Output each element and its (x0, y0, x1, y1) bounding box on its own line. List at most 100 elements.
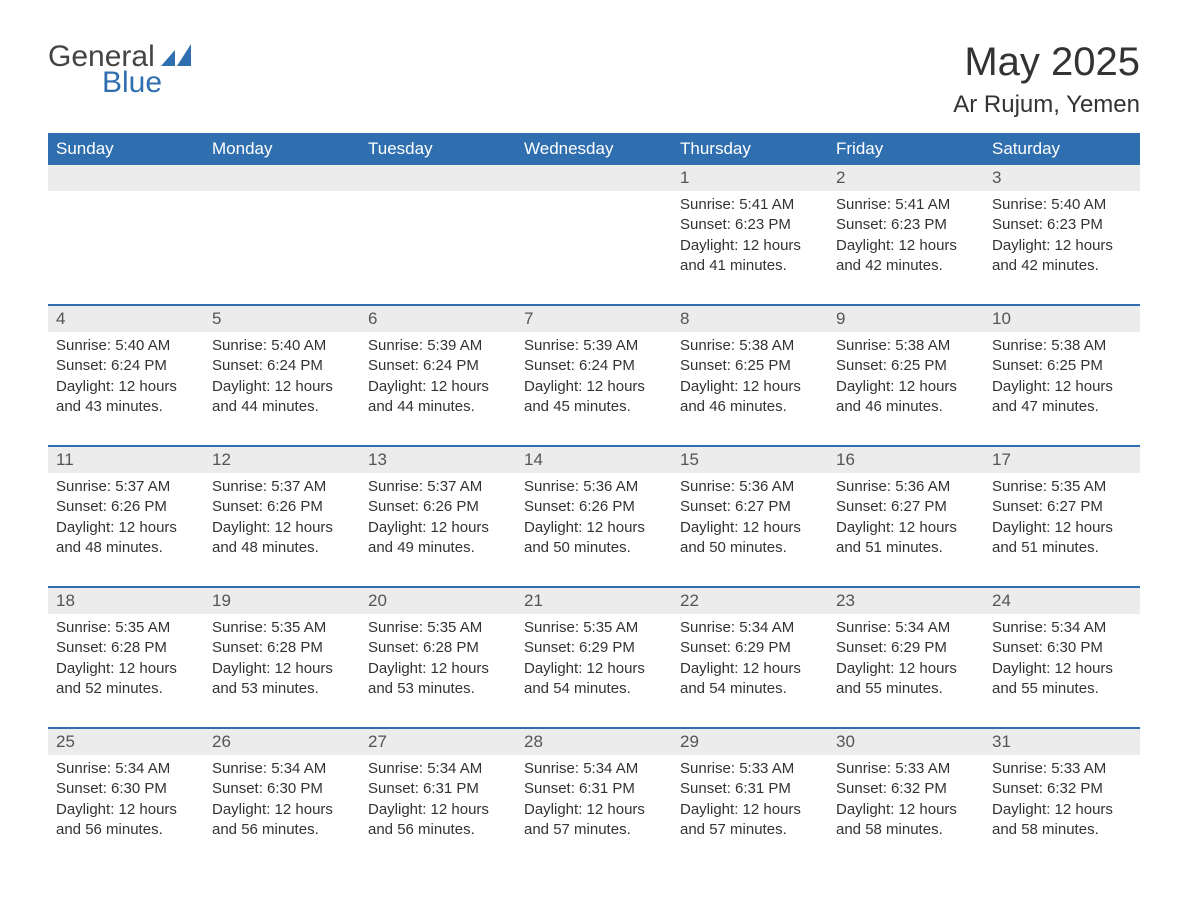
sunset-text: Sunset: 6:27 PM (992, 497, 1132, 517)
dayname-sunday: Sunday (48, 133, 204, 165)
daylight-text: Daylight: 12 hours and 42 minutes. (836, 236, 976, 277)
sunrise-text: Sunrise: 5:33 AM (992, 759, 1132, 779)
day-detail-cell: Sunrise: 5:33 AMSunset: 6:32 PMDaylight:… (984, 755, 1140, 850)
daylight-text: Daylight: 12 hours and 46 minutes. (680, 377, 820, 418)
day-detail-cell: Sunrise: 5:33 AMSunset: 6:31 PMDaylight:… (672, 755, 828, 850)
day-number-cell: 24 (984, 588, 1140, 614)
sunset-text: Sunset: 6:31 PM (524, 779, 664, 799)
daylight-text: Daylight: 12 hours and 57 minutes. (524, 800, 664, 841)
sunset-text: Sunset: 6:28 PM (56, 638, 196, 658)
sunrise-text: Sunrise: 5:34 AM (524, 759, 664, 779)
sunset-text: Sunset: 6:23 PM (992, 215, 1132, 235)
daylight-text: Daylight: 12 hours and 56 minutes. (56, 800, 196, 841)
day-detail-cell: Sunrise: 5:34 AMSunset: 6:31 PMDaylight:… (360, 755, 516, 850)
day-detail-cell: Sunrise: 5:40 AMSunset: 6:24 PMDaylight:… (48, 332, 204, 446)
sunrise-text: Sunrise: 5:40 AM (212, 336, 352, 356)
detail-row: Sunrise: 5:37 AMSunset: 6:26 PMDaylight:… (48, 473, 1140, 587)
logo: General Blue (48, 40, 191, 100)
sunset-text: Sunset: 6:25 PM (836, 356, 976, 376)
daynum-row: 45678910 (48, 306, 1140, 332)
sunrise-text: Sunrise: 5:34 AM (680, 618, 820, 638)
day-detail-cell (48, 191, 204, 305)
sunset-text: Sunset: 6:26 PM (524, 497, 664, 517)
day-number-cell: 19 (204, 588, 360, 614)
sunset-text: Sunset: 6:27 PM (836, 497, 976, 517)
sunrise-text: Sunrise: 5:34 AM (368, 759, 508, 779)
sunrise-text: Sunrise: 5:35 AM (212, 618, 352, 638)
daylight-text: Daylight: 12 hours and 51 minutes. (992, 518, 1132, 559)
day-detail-cell (204, 191, 360, 305)
day-number-cell: 17 (984, 447, 1140, 473)
sunset-text: Sunset: 6:24 PM (56, 356, 196, 376)
logo-sail-icon (161, 44, 191, 71)
day-detail-cell: Sunrise: 5:41 AMSunset: 6:23 PMDaylight:… (672, 191, 828, 305)
day-detail-cell: Sunrise: 5:35 AMSunset: 6:28 PMDaylight:… (360, 614, 516, 728)
sunset-text: Sunset: 6:26 PM (56, 497, 196, 517)
daylight-text: Daylight: 12 hours and 43 minutes. (56, 377, 196, 418)
day-number-cell: 10 (984, 306, 1140, 332)
day-number-cell: 13 (360, 447, 516, 473)
day-number-cell: 21 (516, 588, 672, 614)
daynum-row: 11121314151617 (48, 447, 1140, 473)
day-number-cell: 11 (48, 447, 204, 473)
daylight-text: Daylight: 12 hours and 58 minutes. (992, 800, 1132, 841)
day-number-cell: 3 (984, 165, 1140, 191)
daylight-text: Daylight: 12 hours and 44 minutes. (212, 377, 352, 418)
sunrise-text: Sunrise: 5:39 AM (368, 336, 508, 356)
daylight-text: Daylight: 12 hours and 54 minutes. (680, 659, 820, 700)
day-detail-cell: Sunrise: 5:40 AMSunset: 6:23 PMDaylight:… (984, 191, 1140, 305)
day-number-cell: 31 (984, 729, 1140, 755)
daylight-text: Daylight: 12 hours and 46 minutes. (836, 377, 976, 418)
daylight-text: Daylight: 12 hours and 45 minutes. (524, 377, 664, 418)
sunrise-text: Sunrise: 5:36 AM (680, 477, 820, 497)
dayname-saturday: Saturday (984, 133, 1140, 165)
title-block: May 2025 Ar Rujum, Yemen (953, 40, 1140, 119)
sunrise-text: Sunrise: 5:41 AM (836, 195, 976, 215)
day-detail-cell: Sunrise: 5:34 AMSunset: 6:31 PMDaylight:… (516, 755, 672, 850)
sunset-text: Sunset: 6:23 PM (836, 215, 976, 235)
detail-row: Sunrise: 5:40 AMSunset: 6:24 PMDaylight:… (48, 332, 1140, 446)
daylight-text: Daylight: 12 hours and 49 minutes. (368, 518, 508, 559)
sunrise-text: Sunrise: 5:35 AM (56, 618, 196, 638)
day-detail-cell: Sunrise: 5:35 AMSunset: 6:28 PMDaylight:… (48, 614, 204, 728)
sunset-text: Sunset: 6:32 PM (992, 779, 1132, 799)
day-detail-cell: Sunrise: 5:34 AMSunset: 6:29 PMDaylight:… (672, 614, 828, 728)
day-detail-cell: Sunrise: 5:34 AMSunset: 6:30 PMDaylight:… (984, 614, 1140, 728)
sunset-text: Sunset: 6:26 PM (212, 497, 352, 517)
sunrise-text: Sunrise: 5:33 AM (680, 759, 820, 779)
daylight-text: Daylight: 12 hours and 56 minutes. (368, 800, 508, 841)
daylight-text: Daylight: 12 hours and 51 minutes. (836, 518, 976, 559)
sunrise-text: Sunrise: 5:38 AM (836, 336, 976, 356)
sunrise-text: Sunrise: 5:34 AM (836, 618, 976, 638)
daylight-text: Daylight: 12 hours and 58 minutes. (836, 800, 976, 841)
calendar-header-row: Sunday Monday Tuesday Wednesday Thursday… (48, 133, 1140, 165)
day-detail-cell: Sunrise: 5:38 AMSunset: 6:25 PMDaylight:… (828, 332, 984, 446)
day-detail-cell: Sunrise: 5:36 AMSunset: 6:26 PMDaylight:… (516, 473, 672, 587)
day-number-cell: 23 (828, 588, 984, 614)
sunset-text: Sunset: 6:30 PM (212, 779, 352, 799)
day-number-cell: 30 (828, 729, 984, 755)
sunset-text: Sunset: 6:28 PM (212, 638, 352, 658)
day-number-cell: 4 (48, 306, 204, 332)
daynum-row: 18192021222324 (48, 588, 1140, 614)
day-detail-cell: Sunrise: 5:37 AMSunset: 6:26 PMDaylight:… (204, 473, 360, 587)
sunrise-text: Sunrise: 5:41 AM (680, 195, 820, 215)
calendar-body: 123Sunrise: 5:41 AMSunset: 6:23 PMDaylig… (48, 165, 1140, 850)
day-number-cell: 22 (672, 588, 828, 614)
day-detail-cell: Sunrise: 5:39 AMSunset: 6:24 PMDaylight:… (516, 332, 672, 446)
sunset-text: Sunset: 6:29 PM (524, 638, 664, 658)
daylight-text: Daylight: 12 hours and 56 minutes. (212, 800, 352, 841)
sunset-text: Sunset: 6:25 PM (680, 356, 820, 376)
detail-row: Sunrise: 5:35 AMSunset: 6:28 PMDaylight:… (48, 614, 1140, 728)
sunset-text: Sunset: 6:29 PM (680, 638, 820, 658)
daynum-row: 123 (48, 165, 1140, 191)
dayname-tuesday: Tuesday (360, 133, 516, 165)
calendar-table: Sunday Monday Tuesday Wednesday Thursday… (48, 133, 1140, 850)
sunset-text: Sunset: 6:32 PM (836, 779, 976, 799)
sunrise-text: Sunrise: 5:35 AM (524, 618, 664, 638)
sunset-text: Sunset: 6:24 PM (212, 356, 352, 376)
day-number-cell (204, 165, 360, 191)
sunset-text: Sunset: 6:30 PM (992, 638, 1132, 658)
daylight-text: Daylight: 12 hours and 53 minutes. (212, 659, 352, 700)
daylight-text: Daylight: 12 hours and 53 minutes. (368, 659, 508, 700)
